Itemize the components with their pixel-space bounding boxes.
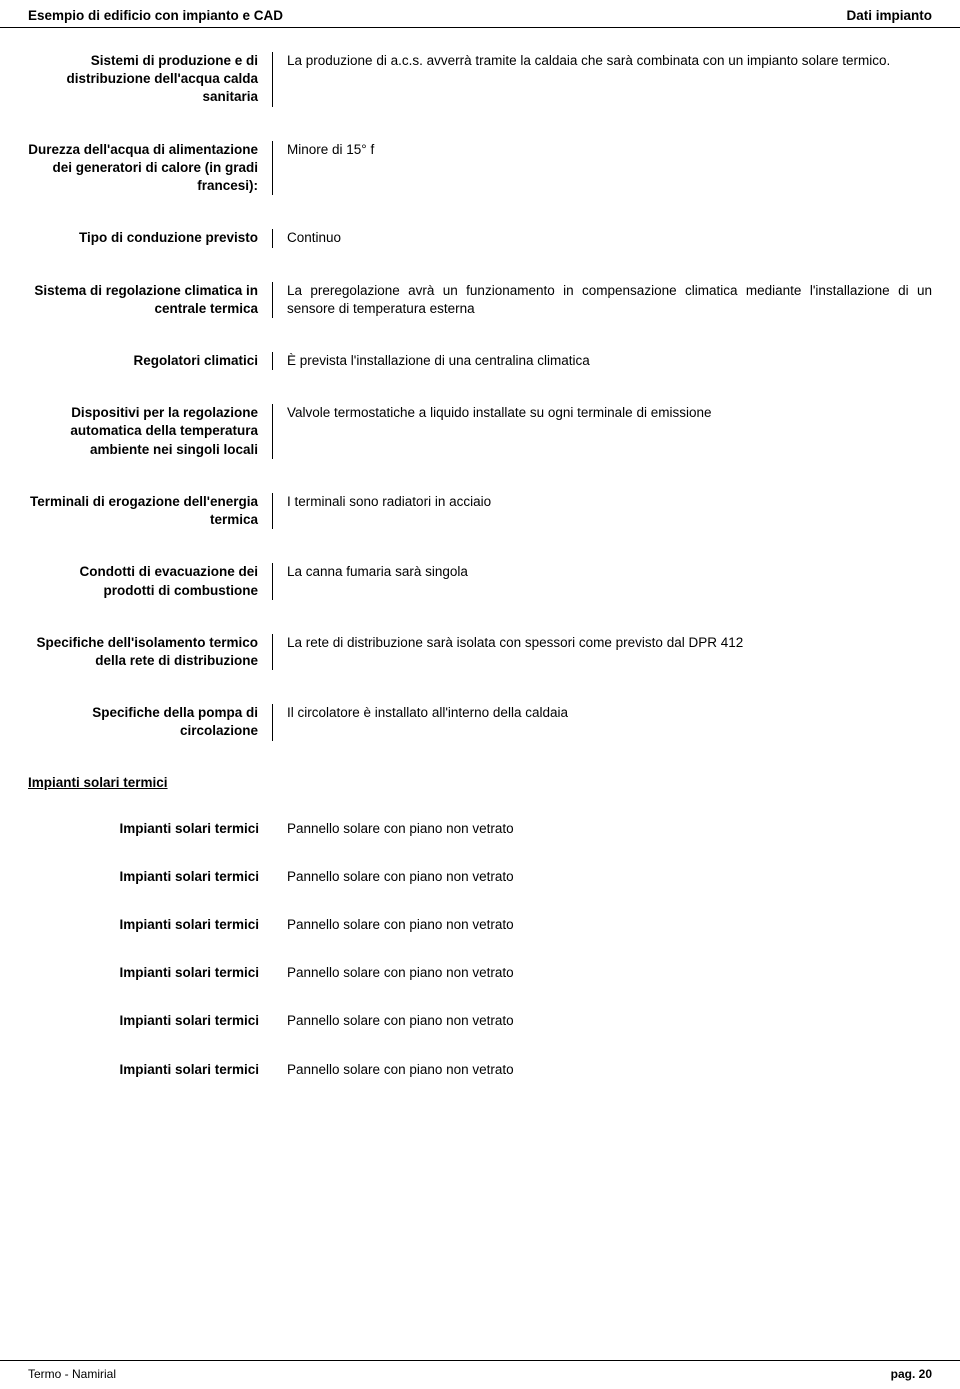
- row-label: Sistema di regolazione climatica in cent…: [28, 282, 273, 318]
- header-title-left: Esempio di edificio con impianto e CAD: [28, 8, 283, 23]
- row-label: Regolatori climatici: [28, 352, 273, 370]
- footer-left: Termo - Namirial: [28, 1367, 116, 1381]
- data-row: Condotti di evacuazione dei prodotti di …: [28, 563, 932, 599]
- section-row-value: Pannello solare con piano non vetrato: [273, 1012, 932, 1030]
- row-label: Specifiche dell'isolamento termico della…: [28, 634, 273, 670]
- section-row-value: Pannello solare con piano non vetrato: [273, 868, 932, 886]
- section-row: Impianti solari termici Pannello solare …: [28, 1012, 932, 1030]
- row-label: Condotti di evacuazione dei prodotti di …: [28, 563, 273, 599]
- data-row: Regolatori climatici È prevista l'instal…: [28, 352, 932, 370]
- section-row: Impianti solari termici Pannello solare …: [28, 820, 932, 838]
- row-value: È prevista l'installazione di una centra…: [273, 352, 932, 370]
- row-value: La preregolazione avrà un funzionamento …: [273, 282, 932, 318]
- page-footer: Termo - Namirial pag. 20: [0, 1360, 960, 1381]
- section-row-label: Impianti solari termici: [28, 1012, 273, 1030]
- section-content: Impianti solari termici Pannello solare …: [0, 820, 960, 1079]
- section-row: Impianti solari termici Pannello solare …: [28, 964, 932, 982]
- data-row: Sistemi di produzione e di distribuzione…: [28, 52, 932, 107]
- section-row-value: Pannello solare con piano non vetrato: [273, 964, 932, 982]
- section-row-label: Impianti solari termici: [28, 1061, 273, 1079]
- data-row: Tipo di conduzione previsto Continuo: [28, 229, 932, 247]
- row-value: Valvole termostatiche a liquido installa…: [273, 404, 932, 422]
- section-row-label: Impianti solari termici: [28, 916, 273, 934]
- data-row: Sistema di regolazione climatica in cent…: [28, 282, 932, 318]
- section-row-label: Impianti solari termici: [28, 820, 273, 838]
- data-row: Terminali di erogazione dell'energia ter…: [28, 493, 932, 529]
- section-row-label: Impianti solari termici: [28, 964, 273, 982]
- section-heading: Impianti solari termici: [28, 775, 960, 790]
- row-label: Specifiche della pompa di circolazione: [28, 704, 273, 740]
- data-row: Durezza dell'acqua di alimentazione dei …: [28, 141, 932, 196]
- page-header: Esempio di edificio con impianto e CAD D…: [0, 0, 960, 28]
- row-value: Continuo: [273, 229, 932, 247]
- header-title-right: Dati impianto: [846, 8, 932, 23]
- page-container: Esempio di edificio con impianto e CAD D…: [0, 0, 960, 1389]
- row-label: Tipo di conduzione previsto: [28, 229, 273, 247]
- data-row: Dispositivi per la regolazione automatic…: [28, 404, 932, 459]
- section-row: Impianti solari termici Pannello solare …: [28, 868, 932, 886]
- row-label: Terminali di erogazione dell'energia ter…: [28, 493, 273, 529]
- data-row: Specifiche della pompa di circolazione I…: [28, 704, 932, 740]
- row-value: Minore di 15° f: [273, 141, 932, 159]
- section-row: Impianti solari termici Pannello solare …: [28, 1061, 932, 1079]
- section-row-value: Pannello solare con piano non vetrato: [273, 916, 932, 934]
- section-row-value: Pannello solare con piano non vetrato: [273, 820, 932, 838]
- footer-page-number: pag. 20: [891, 1367, 932, 1381]
- data-row: Specifiche dell'isolamento termico della…: [28, 634, 932, 670]
- section-row-value: Pannello solare con piano non vetrato: [273, 1061, 932, 1079]
- row-value: La canna fumaria sarà singola: [273, 563, 932, 581]
- row-value: La produzione di a.c.s. avverrà tramite …: [273, 52, 932, 70]
- row-label: Durezza dell'acqua di alimentazione dei …: [28, 141, 273, 196]
- section-row: Impianti solari termici Pannello solare …: [28, 916, 932, 934]
- row-value: I terminali sono radiatori in acciaio: [273, 493, 932, 511]
- row-label: Dispositivi per la regolazione automatic…: [28, 404, 273, 459]
- row-value: Il circolatore è installato all'interno …: [273, 704, 932, 722]
- section-row-label: Impianti solari termici: [28, 868, 273, 886]
- content-area: Sistemi di produzione e di distribuzione…: [0, 28, 960, 741]
- row-label: Sistemi di produzione e di distribuzione…: [28, 52, 273, 107]
- row-value: La rete di distribuzione sarà isolata co…: [273, 634, 932, 652]
